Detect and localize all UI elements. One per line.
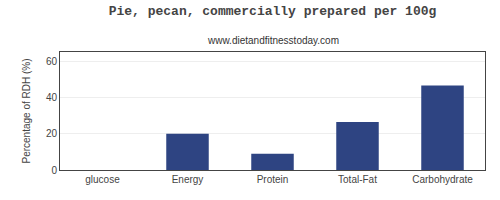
svg-text:www.dietandfitnesstoday.com: www.dietandfitnesstoday.com <box>207 35 339 46</box>
svg-text:60: 60 <box>46 56 58 67</box>
svg-text:Carbohydrate: Carbohydrate <box>412 174 473 185</box>
svg-text:Pie, pecan, commercially prepa: Pie, pecan, commercially prepared per 10… <box>109 4 437 19</box>
svg-text:Percentage of RDH (%): Percentage of RDH (%) <box>21 58 32 163</box>
svg-text:20: 20 <box>46 128 58 139</box>
svg-text:40: 40 <box>46 92 58 103</box>
svg-text:glucose: glucose <box>85 174 120 185</box>
svg-text:0: 0 <box>51 165 57 176</box>
svg-text:Total-Fat: Total-Fat <box>338 174 377 185</box>
svg-text:Protein: Protein <box>257 174 289 185</box>
svg-text:Energy: Energy <box>172 174 204 185</box>
